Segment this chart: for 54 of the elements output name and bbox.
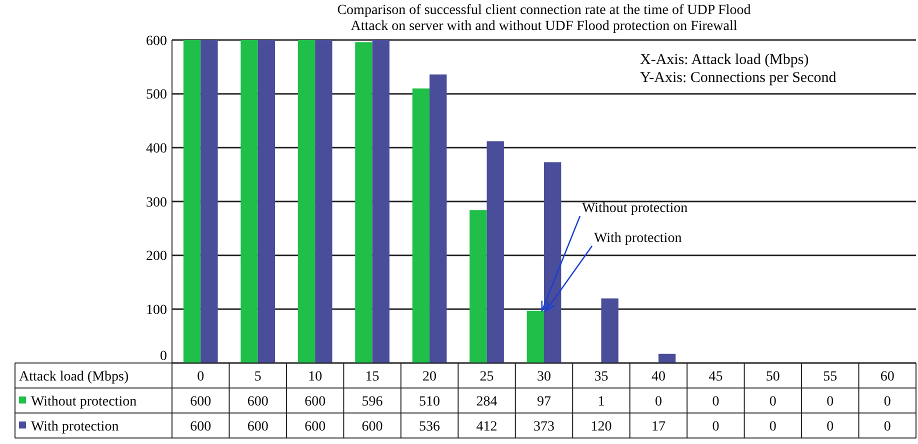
data-label: 600: [362, 419, 383, 434]
data-label: 510: [419, 394, 440, 410]
data-label: 536: [419, 419, 440, 434]
x-tick-label: 10: [308, 369, 322, 384]
data-label: 284: [476, 394, 498, 410]
chart-title: Comparison of successful client connection rate at the time of UDP Flood Attack on server with and without UDF Flood protection on Firewall: [337, 3, 751, 34]
annotation: Y-Axis: Connections per Second: [640, 70, 837, 86]
y-tick-label: 600: [146, 34, 167, 49]
x-tick-label: 45: [708, 369, 723, 384]
data-label: 0: [769, 394, 776, 410]
data-label: 0: [654, 394, 662, 410]
legend-label: Without protection: [31, 394, 137, 410]
x-tick-label: 5: [254, 369, 262, 384]
x-tick-label: 60: [880, 369, 894, 384]
data-label: 97: [537, 394, 551, 410]
data-label: 600: [304, 419, 326, 434]
data-label: 17: [651, 419, 666, 434]
data-label: 600: [190, 419, 212, 434]
data-label: 373: [534, 419, 554, 434]
x-tick-label: 20: [422, 369, 437, 384]
data-label: 1: [598, 394, 605, 410]
annotation: X-Axis: Attack load (Mbps): [640, 52, 809, 68]
x-tick-label: 55: [823, 369, 838, 384]
x-tick-label: 50: [766, 369, 780, 384]
y-tick-label: 100: [146, 303, 167, 318]
x-tick-label: 0: [197, 369, 204, 384]
annotation: With protection: [594, 231, 682, 246]
y-tick-label: 200: [146, 249, 167, 264]
data-label: 120: [590, 419, 612, 434]
x-tick-label: 25: [480, 369, 494, 384]
y-tick-label: 500: [146, 88, 167, 103]
data-label: 0: [884, 394, 891, 410]
x-tick-label: 30: [537, 369, 551, 384]
data-label: 0: [769, 419, 776, 434]
data-label: 0: [884, 419, 891, 434]
data-label: 600: [190, 394, 212, 410]
data-label: 412: [476, 419, 498, 434]
data-label: 0: [826, 394, 834, 410]
data-label: 0: [826, 419, 834, 434]
data-label: 600: [247, 394, 268, 410]
legend-label: With protection: [31, 419, 119, 434]
annotation: Without protection: [582, 201, 688, 216]
x-axis-title: Attack load (Mbps): [19, 369, 129, 384]
x-tick-label: 35: [594, 369, 608, 384]
y-tick-label: 300: [146, 195, 167, 210]
y-tick-label: 0: [160, 348, 167, 364]
x-tick-label: 40: [651, 369, 666, 384]
x-tick-label: 15: [365, 369, 380, 384]
data-label: 0: [712, 394, 720, 410]
data-label: 596: [362, 394, 383, 410]
data-label: 600: [247, 419, 268, 434]
data-label: 600: [304, 394, 326, 410]
y-tick-label: 400: [146, 142, 167, 157]
data-label: 0: [712, 419, 720, 434]
